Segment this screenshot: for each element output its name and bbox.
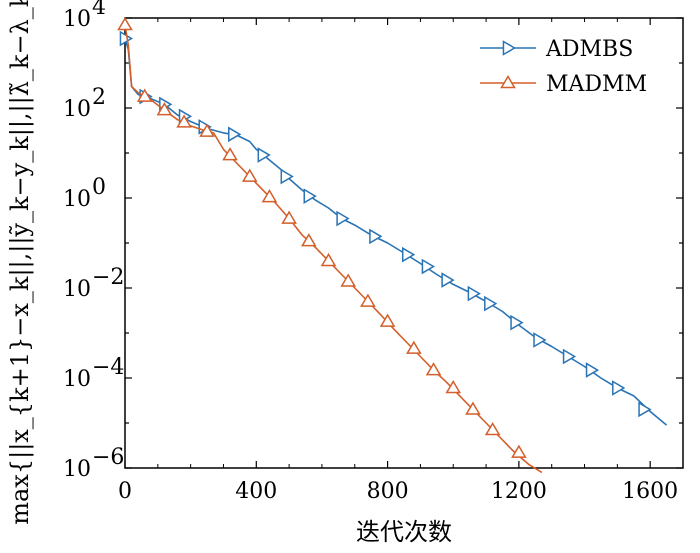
legend-swatch-marker (502, 40, 516, 56)
x-tick-label: 0 (118, 479, 132, 504)
legend-label: MADMM (546, 72, 647, 97)
x-tick-labels: 0 400 800 1200 1600 (118, 479, 678, 504)
y-tick-exponent: 4 (92, 0, 106, 20)
x-axis-label: 迭代次数 (356, 518, 452, 546)
legend-label: ADMBS (545, 37, 633, 62)
x-tick-label: 800 (367, 479, 409, 504)
axis-ticks (124, 17, 683, 469)
y-tick-base: 10 (63, 277, 91, 302)
data-point-madmm (117, 16, 133, 31)
data-point-madmm (222, 147, 238, 161)
data-point-admbs (401, 246, 416, 263)
y-tick-base: 10 (63, 187, 91, 212)
y-tick-base: 10 (63, 7, 91, 32)
data-point-madmm (281, 210, 297, 224)
data-point-admbs (467, 285, 481, 302)
y-tick-label: 10 −4 (63, 355, 124, 392)
legend: ADMBS MADMM (480, 37, 647, 97)
data-point-madmm (511, 444, 527, 458)
data-point-admbs (562, 348, 577, 365)
data-point-madmm (199, 123, 215, 137)
data-point-admbs (303, 188, 317, 204)
data-point-madmm (379, 313, 396, 327)
y-tick-exponent: −6 (92, 445, 124, 470)
data-point-madmm (301, 233, 317, 247)
y-tick-label: 10 2 (63, 85, 106, 122)
data-point-admbs (510, 314, 524, 331)
data-point-admbs (585, 362, 600, 378)
data-point-admbs (228, 126, 242, 143)
data-point-madmm (241, 168, 258, 182)
data-point-admbs (441, 272, 455, 288)
y-tick-label: 10 −6 (63, 445, 124, 482)
y-tick-label: 10 0 (63, 175, 106, 212)
y-tick-label: 10 −2 (63, 265, 124, 302)
y-tick-exponent: −2 (92, 265, 124, 290)
data-point-madmm (425, 362, 442, 376)
data-point-madmm (465, 401, 481, 415)
data-point-madmm (406, 340, 422, 354)
data-point-admbs (421, 258, 435, 275)
x-tick-label: 1200 (491, 479, 547, 504)
legend-swatch-marker (500, 75, 516, 89)
x-tick-label: 400 (235, 479, 277, 504)
data-point-madmm (340, 273, 357, 287)
data-point-admbs (612, 380, 626, 396)
data-point-madmm (176, 114, 192, 128)
y-tick-exponent: 0 (92, 175, 106, 200)
data-point-madmm (261, 189, 278, 203)
legend-item-admbs: ADMBS (480, 37, 633, 62)
y-tick-base: 10 (63, 457, 91, 482)
data-point-madmm (156, 102, 173, 116)
data-point-admbs (533, 332, 547, 348)
y-tick-exponent: 2 (92, 85, 106, 110)
data-point-madmm (320, 252, 337, 267)
y-axis-label: max{||x_{k+1}−x_k||,||ỹ_k−y_k||,||λ̃_k−λ… (6, 0, 35, 525)
data-point-madmm (136, 88, 153, 102)
plot-area-frame (124, 17, 684, 469)
data-point-admbs (280, 168, 294, 185)
data-point-admbs (484, 295, 498, 312)
y-tick-base: 10 (63, 367, 91, 392)
y-tick-exponent: −4 (92, 355, 124, 380)
y-tick-base: 10 (63, 97, 91, 122)
legend-item-madmm: MADMM (480, 72, 647, 97)
data-point-admbs (369, 228, 383, 245)
x-tick-label: 1600 (622, 479, 678, 504)
series-madmm (117, 16, 543, 474)
series-layer (117, 16, 668, 474)
data-point-madmm (484, 421, 501, 436)
data-point-admbs (336, 210, 350, 227)
data-point-admbs (257, 147, 271, 163)
data-point-madmm (445, 380, 462, 394)
data-point-madmm (360, 293, 376, 307)
data-point-admbs (638, 401, 652, 418)
y-tick-label: 10 4 (63, 0, 106, 32)
